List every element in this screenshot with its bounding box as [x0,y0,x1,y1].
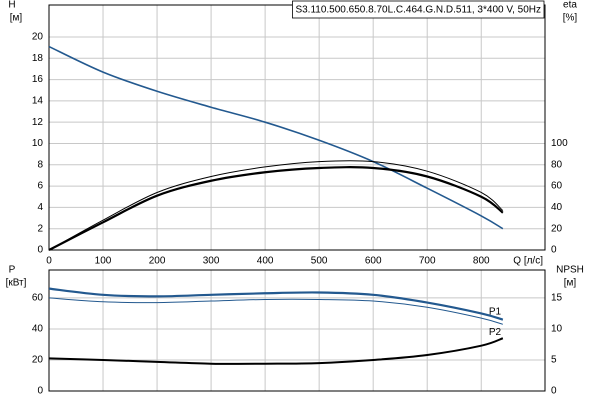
x-tick-label: 0 [46,256,52,267]
y-tick-label: 0 [37,386,43,397]
x-tick-label: 700 [419,256,436,267]
series-line [48,287,504,321]
y-tick-label: 10 [32,138,44,149]
y2-axis-label: NPSH [556,265,584,276]
y-tick-label: 14 [32,96,44,107]
series-label: P1 [489,306,502,317]
y-tick-label: 12 [32,117,44,128]
y-tick-label: 8 [37,159,43,170]
series-label: P2 [489,327,502,338]
x-tick-label: 400 [257,256,274,267]
x-axis-label: Q [л/с] [513,256,543,267]
series-line [48,160,504,251]
x-tick-label: 300 [203,256,220,267]
y2-axis-unit: [%] [563,13,578,24]
x-tick-label: 500 [311,256,328,267]
title-box [292,0,545,19]
y2-tick-label: 0 [551,386,557,397]
y2-axis-label: eta [563,0,577,11]
y2-tick-label: 5 [551,355,557,366]
y2-tick-label: 0 [551,245,557,256]
y2-tick-label: 20 [551,223,563,234]
y-tick-label: 20 [32,355,44,366]
y-axis-unit: [м] [10,13,23,24]
y2-tick-label: 15 [551,293,563,304]
y-tick-label: 40 [32,324,44,335]
plot-frame [48,4,546,251]
y-tick-label: 4 [37,202,43,213]
y2-tick-label: 80 [551,159,563,170]
y-tick-label: 16 [32,74,44,85]
y-axis-label: H [8,0,15,11]
y-tick-label: 6 [37,181,43,192]
chart-title: S3.110.500.650.8.70L.C.464.G.N.D.511, 3*… [295,5,541,16]
y-tick-label: 18 [32,53,44,64]
series-line [48,166,504,251]
series-line [48,337,504,365]
y-tick-label: 60 [32,293,44,304]
x-tick-label: 100 [95,256,112,267]
plot-frame [48,269,546,392]
x-tick-label: 800 [473,256,490,267]
y-tick-label: 20 [32,32,44,43]
y-axis-unit: [кВт] [6,278,27,289]
y2-tick-label: 60 [551,181,563,192]
y2-tick-label: 10 [551,324,563,335]
series-line [48,297,503,325]
y2-tick-label: 100 [551,138,568,149]
y-axis-label: P [9,265,16,276]
series-line [48,45,504,230]
x-tick-label: 600 [365,256,382,267]
y-tick-label: 2 [37,223,43,234]
y-tick-label: 0 [37,245,43,256]
y2-tick-label: 40 [551,202,563,213]
y2-axis-unit: [м] [564,278,577,289]
x-tick-label: 200 [149,256,166,267]
